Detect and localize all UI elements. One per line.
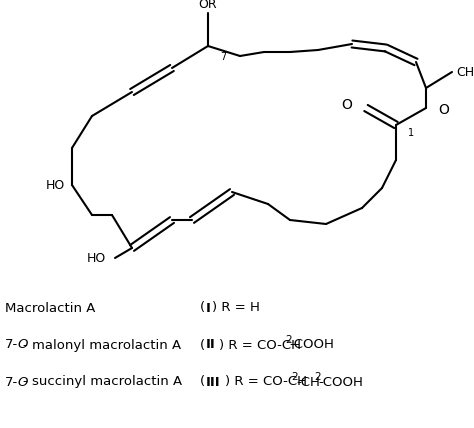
- Text: 2: 2: [292, 372, 298, 382]
- Text: O: O: [341, 98, 352, 112]
- Text: CH₃: CH₃: [456, 65, 474, 78]
- Text: O: O: [17, 375, 27, 389]
- Text: 7: 7: [220, 52, 226, 62]
- Text: -COOH: -COOH: [290, 339, 334, 351]
- Text: O: O: [17, 339, 27, 351]
- Text: - succinyl macrolactin A: - succinyl macrolactin A: [23, 375, 182, 389]
- Text: -CH: -CH: [296, 375, 320, 389]
- Text: ) R = H: ) R = H: [212, 301, 260, 315]
- Text: (: (: [200, 301, 205, 315]
- Text: HO: HO: [87, 252, 106, 265]
- Text: 2: 2: [285, 335, 292, 345]
- Text: II: II: [206, 339, 216, 351]
- Text: 2: 2: [314, 372, 320, 382]
- Text: -COOH: -COOH: [319, 375, 364, 389]
- Text: O: O: [438, 103, 449, 117]
- Text: 7-: 7-: [5, 339, 18, 351]
- Text: I: I: [206, 301, 211, 315]
- Text: 1: 1: [408, 128, 414, 138]
- Text: (: (: [200, 339, 205, 351]
- Text: ) R = CO-CH: ) R = CO-CH: [219, 339, 301, 351]
- Text: - malonyl macrolactin A: - malonyl macrolactin A: [23, 339, 181, 351]
- Text: (: (: [200, 375, 205, 389]
- Text: III: III: [206, 375, 220, 389]
- Text: HO: HO: [46, 178, 65, 191]
- Text: Macrolactin A: Macrolactin A: [5, 301, 95, 315]
- Text: OR: OR: [199, 0, 217, 11]
- Text: 7-: 7-: [5, 375, 18, 389]
- Text: ) R = CO-CH: ) R = CO-CH: [226, 375, 308, 389]
